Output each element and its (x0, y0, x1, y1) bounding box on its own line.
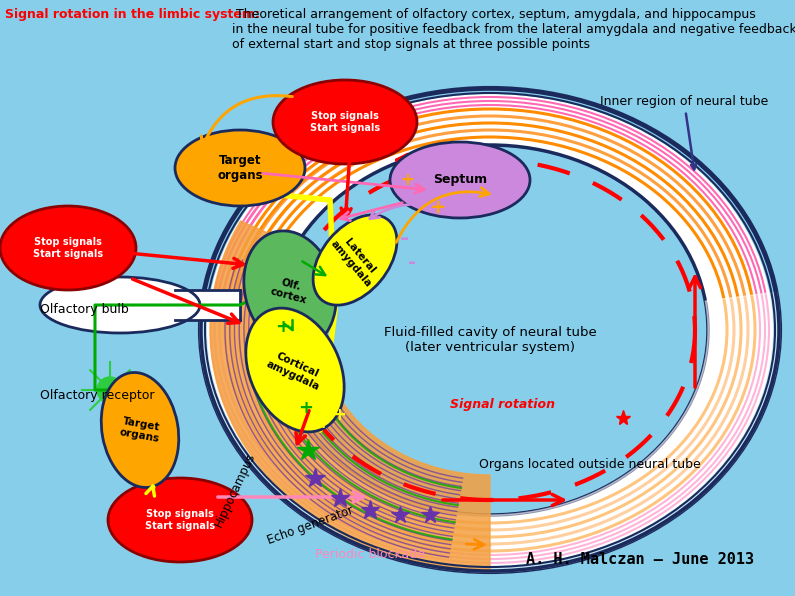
Text: Cortical
amygdala: Cortical amygdala (264, 348, 326, 392)
Text: Stop signals
Start signals: Stop signals Start signals (310, 111, 380, 133)
Text: +: + (298, 399, 313, 417)
Text: Signal rotation in the limbic system:: Signal rotation in the limbic system: (5, 8, 260, 21)
Ellipse shape (273, 80, 417, 164)
Ellipse shape (207, 94, 773, 566)
Text: Lateral
amygdala: Lateral amygdala (328, 231, 382, 289)
Text: Fluid-filled cavity of neural tube
(later ventricular system): Fluid-filled cavity of neural tube (late… (384, 326, 596, 354)
Ellipse shape (0, 206, 136, 290)
Text: Organs located outside neural tube: Organs located outside neural tube (479, 458, 701, 471)
Text: Olf.
cortex: Olf. cortex (269, 275, 311, 305)
Text: -: - (408, 253, 416, 272)
Text: Hippocampus: Hippocampus (212, 451, 258, 529)
Ellipse shape (313, 215, 397, 305)
Text: Olfactory bulb: Olfactory bulb (40, 303, 129, 316)
Text: Target
organs: Target organs (217, 154, 263, 182)
Text: Periodic blockade: Periodic blockade (315, 548, 425, 561)
Text: A. H. Malczan – June 2013: A. H. Malczan – June 2013 (526, 552, 754, 567)
Ellipse shape (101, 372, 179, 488)
Text: Olfactory receptor: Olfactory receptor (40, 389, 154, 402)
Text: +: + (275, 318, 290, 336)
Polygon shape (200, 292, 780, 572)
Text: +: + (332, 406, 346, 424)
Text: Stop signals
Start signals: Stop signals Start signals (145, 509, 215, 531)
Text: +: + (315, 414, 330, 432)
Ellipse shape (390, 142, 530, 218)
Circle shape (97, 377, 123, 403)
Ellipse shape (40, 277, 200, 333)
Text: Theoretical arrangement of olfactory cortex, septum, amygdala, and hippocampus
i: Theoretical arrangement of olfactory cor… (232, 8, 795, 51)
Text: Echo generator: Echo generator (266, 504, 355, 547)
Text: Signal rotation: Signal rotation (450, 398, 555, 411)
Text: Inner region of neural tube: Inner region of neural tube (600, 95, 768, 169)
Ellipse shape (175, 130, 305, 206)
Polygon shape (210, 221, 490, 570)
Text: Septum: Septum (433, 173, 487, 187)
Ellipse shape (246, 308, 344, 432)
Text: Target
organs: Target organs (118, 416, 162, 444)
Ellipse shape (108, 478, 252, 562)
Text: Stop signals
Start signals: Stop signals Start signals (33, 237, 103, 259)
Ellipse shape (272, 145, 708, 515)
Ellipse shape (200, 88, 780, 572)
Text: +: + (430, 198, 447, 217)
Text: +: + (400, 171, 414, 189)
Text: -: - (400, 229, 409, 249)
Ellipse shape (244, 231, 336, 349)
